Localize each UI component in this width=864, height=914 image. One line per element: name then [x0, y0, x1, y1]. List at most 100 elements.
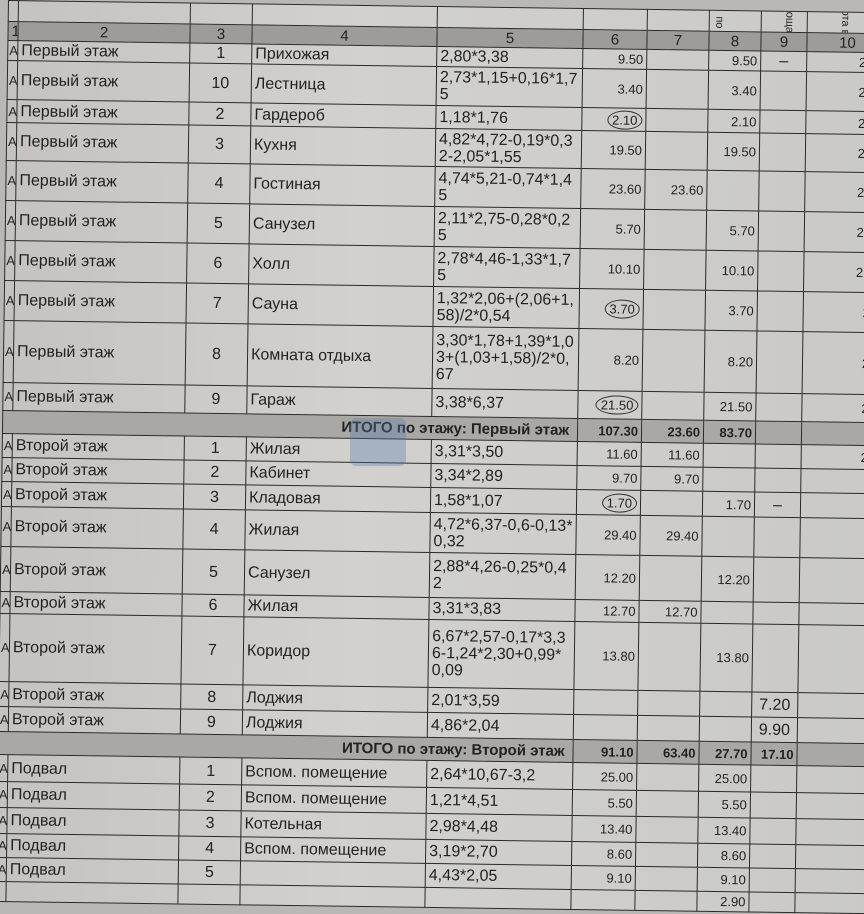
room-name-cell: Гараж: [246, 385, 433, 417]
auxiliary-area-cell: 3.40: [708, 70, 761, 111]
auxiliary-area-cell: 9.50: [708, 50, 761, 72]
column-number: 3: [189, 24, 253, 44]
auxiliary-area-cell: [702, 467, 756, 492]
room-name-cell: Гардероб: [250, 102, 437, 129]
room-number-cell: [177, 883, 241, 905]
living-area-cell: [636, 763, 699, 792]
living-area-cell: [634, 890, 698, 912]
letter-cell: А: [6, 99, 18, 123]
column-number: 6: [582, 29, 648, 50]
room-number-cell: 5: [182, 548, 245, 595]
height-cell: [795, 818, 864, 846]
room-name-cell: Кладовая: [245, 484, 431, 513]
height-cell: 2.52: [803, 251, 864, 293]
floor-cell: Второй этаж: [10, 546, 183, 594]
circled-value: 3.70: [604, 299, 640, 319]
floor-cell: Подвал: [7, 781, 180, 810]
total-area-cell: 3.70: [578, 288, 644, 330]
loggia-area-cell: –: [754, 491, 801, 518]
loggia-area-cell: [756, 290, 804, 332]
height-cell: 2.: [800, 492, 864, 519]
living-area-cell: [642, 329, 705, 393]
letter-cell: А: [0, 506, 12, 547]
room-number-cell: 10: [189, 63, 252, 103]
dimensions-cell: 4,43*2,05: [425, 863, 572, 890]
room-name-cell: Вспом. помещение: [241, 757, 427, 788]
col9-label: площад т: [780, 11, 798, 33]
dimensions-cell: 2,88*4,26-0,25*0,42: [429, 552, 576, 600]
loggia-area-cell: [750, 791, 797, 819]
room-name-cell: Комната отдыха: [247, 323, 433, 389]
total-area-cell: 5.50: [572, 789, 637, 817]
dimensions-cell: 2,01*3,59: [427, 687, 574, 715]
floor-cell: Второй этаж: [8, 681, 181, 709]
dimensions-cell: 1,21*4,51: [426, 787, 573, 816]
loggia-area-cell: [749, 867, 796, 893]
loggia-area-cell: [749, 843, 796, 869]
letter-cell: А: [4, 280, 15, 321]
living-area-cell: [642, 289, 706, 331]
loggia-area-cell: [758, 211, 805, 252]
living-area-cell: 23.60: [644, 169, 708, 211]
total-area-cell: 8.60: [571, 841, 636, 867]
floor-cell: Второй этаж: [8, 706, 181, 734]
dimensions-cell: 1,18*1,76: [435, 105, 583, 131]
height-cell: [796, 792, 864, 820]
total-aux: 27.70: [698, 741, 752, 765]
room-name-cell: Санузел: [244, 549, 430, 598]
letter-cell: А: [2, 433, 13, 458]
floor-cell: Второй этаж: [9, 591, 183, 616]
total-area-cell: 23.60: [580, 168, 646, 210]
dimensions-cell: 3,30*1,78+1,39*1,03+(1,03+1,58)/2*0,67: [432, 326, 579, 391]
room-name-cell: [240, 860, 426, 888]
letter-cell: А: [0, 681, 9, 707]
auxiliary-area-cell: 2.90: [696, 891, 750, 912]
column-number: 9: [760, 32, 808, 52]
auxiliary-area-cell: 13.40: [697, 817, 751, 844]
total-area: 107.30: [577, 418, 642, 443]
total-area-cell: 5.70: [580, 208, 645, 250]
room-number-cell: 1: [179, 756, 242, 785]
living-area-cell: [635, 842, 698, 868]
height-cell: [797, 717, 864, 744]
floor-cell: Первый этаж: [16, 122, 189, 164]
living-area-cell: [646, 49, 709, 71]
floor-cell: Первый этаж: [15, 160, 189, 204]
auxiliary-area-cell: 8.20: [704, 330, 757, 393]
total-living: 23.60: [641, 419, 704, 444]
height-cell: [797, 692, 864, 719]
auxiliary-area-cell: 8.60: [697, 843, 750, 868]
height-cell: [795, 844, 864, 870]
auxiliary-area-cell: [706, 170, 760, 212]
room-name-cell: Лоджия: [242, 684, 428, 713]
living-area-cell: 29.40: [639, 515, 703, 557]
auxiliary-area-cell: 13.80: [699, 623, 753, 692]
total-area-cell: 12.20: [575, 554, 640, 601]
height-cell: 2.: [800, 468, 864, 494]
room-name-cell: Коридор: [242, 616, 429, 688]
floor-cell: Первый этаж: [12, 382, 186, 414]
dimensions-cell: 3,34*2,89: [430, 463, 578, 490]
letter-cell: А: [1, 457, 13, 482]
living-area-cell: [645, 131, 708, 171]
room-name-cell: Санузел: [249, 203, 435, 247]
col10-label: высота внутр: [836, 12, 854, 34]
living-area-cell: [636, 790, 699, 818]
loggia-area-cell: [755, 443, 802, 469]
room-number-cell: 2: [183, 460, 247, 485]
room-number-cell: 3: [188, 125, 251, 164]
auxiliary-area-cell: 5.50: [698, 791, 751, 818]
letter-cell: А: [0, 833, 7, 858]
auxiliary-area-cell: 12.20: [701, 556, 754, 602]
room-number-cell: 5: [187, 203, 250, 244]
height-cell: 2: [798, 602, 864, 626]
floor-cell: Первый этаж: [17, 60, 190, 103]
total-living: 63.40: [636, 740, 700, 765]
room-name-cell: Котельная: [240, 810, 427, 840]
height-cell: [794, 892, 864, 914]
floor-cell: Подвал: [6, 807, 180, 836]
auxiliary-area-cell: [700, 601, 754, 624]
loggia-area-cell: [754, 467, 802, 493]
